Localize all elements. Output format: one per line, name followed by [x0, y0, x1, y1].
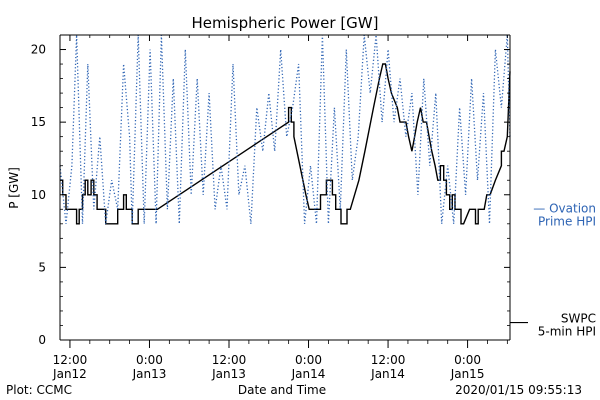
x-tick-label: 12:00: [371, 353, 406, 367]
chart-title: Hemispheric Power [GW]: [192, 14, 379, 32]
x-tick-label: 0:00: [136, 353, 163, 367]
y-axis-label: P [GW]: [7, 167, 21, 209]
legend-swpc-line2: 5-min HPI: [538, 325, 596, 339]
x-tick-sublabel: Jan14: [291, 367, 326, 381]
legend-ovation-line1: — Ovation: [533, 202, 596, 216]
x-tick-label: 0:00: [295, 353, 322, 367]
footer-left-label: Plot: CCMC: [6, 383, 72, 397]
footer-right-label: 2020/01/15 09:55:13: [455, 383, 582, 397]
y-tick-label: 5: [38, 260, 46, 274]
axes-layer: 0510152012:00Jan120:00Jan1312:00Jan130:0…: [31, 34, 511, 381]
x-tick-sublabel: Jan12: [52, 367, 87, 381]
swpc-series-line: [60, 63, 511, 225]
plot-area: [60, 35, 510, 340]
series-layer: [59, 34, 511, 225]
x-tick-label: 12:00: [53, 353, 88, 367]
y-tick-label: 10: [31, 188, 46, 202]
legend-swpc-line1: SWPC: [561, 312, 596, 326]
legend-ovation-line2: Prime HPI: [538, 215, 596, 229]
x-tick-sublabel: Jan14: [370, 367, 405, 381]
plot-layer: [60, 35, 510, 340]
y-tick-label: 15: [31, 115, 46, 129]
x-tick-label: 0:00: [454, 353, 481, 367]
x-tick-label: 12:00: [212, 353, 247, 367]
x-tick-sublabel: Jan13: [211, 367, 246, 381]
y-tick-label: 20: [31, 43, 46, 57]
x-axis-label: Date and Time: [238, 383, 326, 397]
x-tick-sublabel: Jan13: [132, 367, 167, 381]
x-tick-sublabel: Jan15: [450, 367, 485, 381]
y-tick-label: 0: [38, 333, 46, 347]
